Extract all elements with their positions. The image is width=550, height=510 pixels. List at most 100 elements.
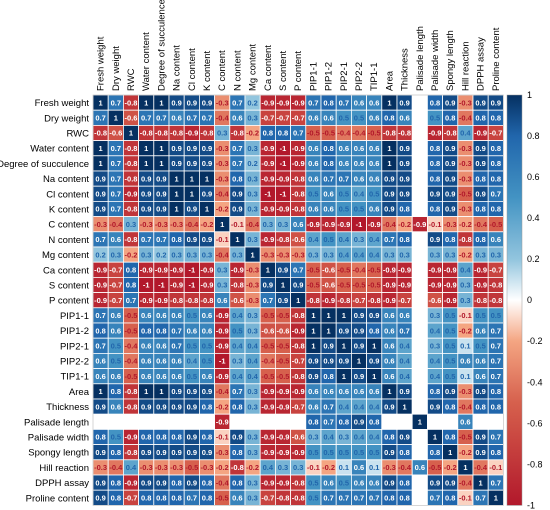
cell-value-label: -0.9: [261, 174, 274, 183]
cell-value-label: 0.8: [323, 144, 333, 153]
cell-value-label: 0.9: [308, 357, 318, 366]
cell-value-label: -0.9: [261, 402, 274, 411]
cell-value-label: 0.8: [430, 144, 440, 153]
cell-value-label: 0.3: [445, 250, 455, 259]
row-label: Thickness: [46, 402, 89, 413]
cell-value-label: 1: [144, 144, 148, 153]
cell-value-label: 0.5: [187, 342, 197, 351]
cell-value-label: -0.9: [337, 220, 350, 229]
cell-value-label: -0.4: [216, 387, 230, 396]
cell-value-label: -0.3: [216, 144, 229, 153]
cell-value-label: 0.8: [491, 448, 501, 457]
cell-value-label: 0.9: [445, 98, 455, 107]
cell-value-label: 0.9: [399, 190, 409, 199]
cell-value-label: 0.9: [399, 159, 409, 168]
cell-value-label: 0.9: [156, 205, 166, 214]
column-label: Palisade length: [415, 26, 426, 91]
cell-value-label: -0.8: [94, 129, 107, 138]
cell-value-label: 0.9: [141, 402, 151, 411]
cell-value-label: 0.9: [187, 478, 197, 487]
colorbar-gradient: [506, 94, 523, 506]
cell-value-label: 1: [494, 494, 498, 503]
cell-value-label: 0.9: [95, 448, 105, 457]
cell-value-label: -0.7: [353, 296, 366, 305]
cell-value-label: -0.2: [246, 129, 259, 138]
cell-value-label: 0.7: [323, 418, 333, 427]
row-label: S content: [49, 281, 89, 292]
cell-value-label: -0.2: [246, 463, 259, 472]
cell-value-label: 1: [342, 372, 346, 381]
cell-value-label: 0.7: [111, 205, 121, 214]
heatmap-cell: [411, 337, 428, 354]
heatmap-cell: [153, 413, 170, 430]
cell-value-label: -0.4: [353, 266, 367, 275]
cell-value-label: -0.5: [489, 220, 502, 229]
cell-value-label: 0.5: [308, 448, 318, 457]
cell-value-label: -0.1: [429, 220, 442, 229]
cell-value-label: 1: [327, 311, 331, 320]
cell-value-label: 0.3: [247, 144, 257, 153]
cell-value-label: 0.7: [232, 387, 242, 396]
cell-value-label: 0.7: [491, 478, 501, 487]
cell-value-label: 0.9: [475, 448, 485, 457]
cell-value-label: 1: [99, 98, 103, 107]
cell-value-label: 0.6: [171, 357, 181, 366]
cell-value-label: -0.3: [170, 463, 183, 472]
cell-value-label: -0.3: [383, 463, 396, 472]
cell-value-label: 0.3: [430, 311, 440, 320]
cell-value-label: 0.6: [354, 144, 364, 153]
cell-value-label: 0.8: [171, 433, 181, 442]
cell-value-label: 0.9: [202, 387, 212, 396]
cell-value-label: 0.4: [399, 357, 410, 366]
cell-value-label: 1: [342, 311, 346, 320]
row-label: Mg content: [42, 250, 89, 261]
cell-value-label: 0.7: [95, 311, 105, 320]
cell-value-label: 0.8: [126, 281, 136, 290]
column-label: PIP2-1: [339, 62, 350, 91]
cell-value-label: 0.8: [491, 387, 501, 396]
row-label: Area: [69, 387, 90, 398]
cell-value-label: -0.6: [231, 296, 244, 305]
cell-value-label: -0.3: [94, 220, 107, 229]
row-label: DPPH assay: [35, 478, 89, 489]
cell-value-label: 0.9: [399, 387, 409, 396]
cell-value-label: 0.3: [247, 235, 257, 244]
cell-value-label: 0.6: [369, 114, 379, 123]
cell-value-label: -0.9: [398, 281, 411, 290]
heatmap-cell: [411, 261, 428, 278]
cell-value-label: 0.9: [141, 205, 151, 214]
row-label: Cl content: [46, 189, 89, 200]
colorbar-tick-label: 0.2: [527, 254, 540, 264]
cell-value-label: 0.8: [491, 205, 501, 214]
cell-value-label: 0.6: [354, 174, 364, 183]
cell-value-label: 0.6: [369, 387, 379, 396]
heatmap-cell: [411, 368, 428, 385]
cell-value-label: -0.8: [201, 129, 214, 138]
cell-value-label: 0.9: [354, 342, 364, 351]
colorbar-tick-label: -1: [527, 500, 535, 510]
cell-value-label: 0.9: [187, 402, 197, 411]
cell-value-label: 0.5: [339, 114, 349, 123]
cell-value-label: 0.9: [202, 144, 212, 153]
cell-value-label: 0.9: [202, 448, 212, 457]
cell-value-label: 0.9: [232, 205, 242, 214]
heatmap-cell: [411, 231, 428, 248]
cell-value-label: 0.7: [323, 402, 333, 411]
cell-value-label: 0.5: [339, 205, 349, 214]
cell-value-label: -0.4: [216, 478, 230, 487]
cell-value-label: 0.9: [445, 190, 455, 199]
cell-value-label: -0.4: [459, 114, 473, 123]
cell-value-label: 0.9: [491, 98, 501, 107]
cell-value-label: -0.4: [109, 220, 123, 229]
cell-value-label: -0.8: [125, 144, 138, 153]
cell-value-label: -0.3: [140, 220, 153, 229]
cell-value-label: 0.7: [232, 144, 242, 153]
column-label: Mg content: [248, 44, 259, 91]
cell-value-label: -0.9: [277, 174, 290, 183]
cell-value-label: 1: [387, 387, 391, 396]
cell-value-label: 0.6: [369, 174, 379, 183]
cell-value-label: 0.4: [354, 402, 365, 411]
cell-value-label: -0.3: [246, 281, 259, 290]
cell-value-label: -0.7: [109, 281, 122, 290]
colorbar-tick-label: 0: [527, 295, 532, 305]
